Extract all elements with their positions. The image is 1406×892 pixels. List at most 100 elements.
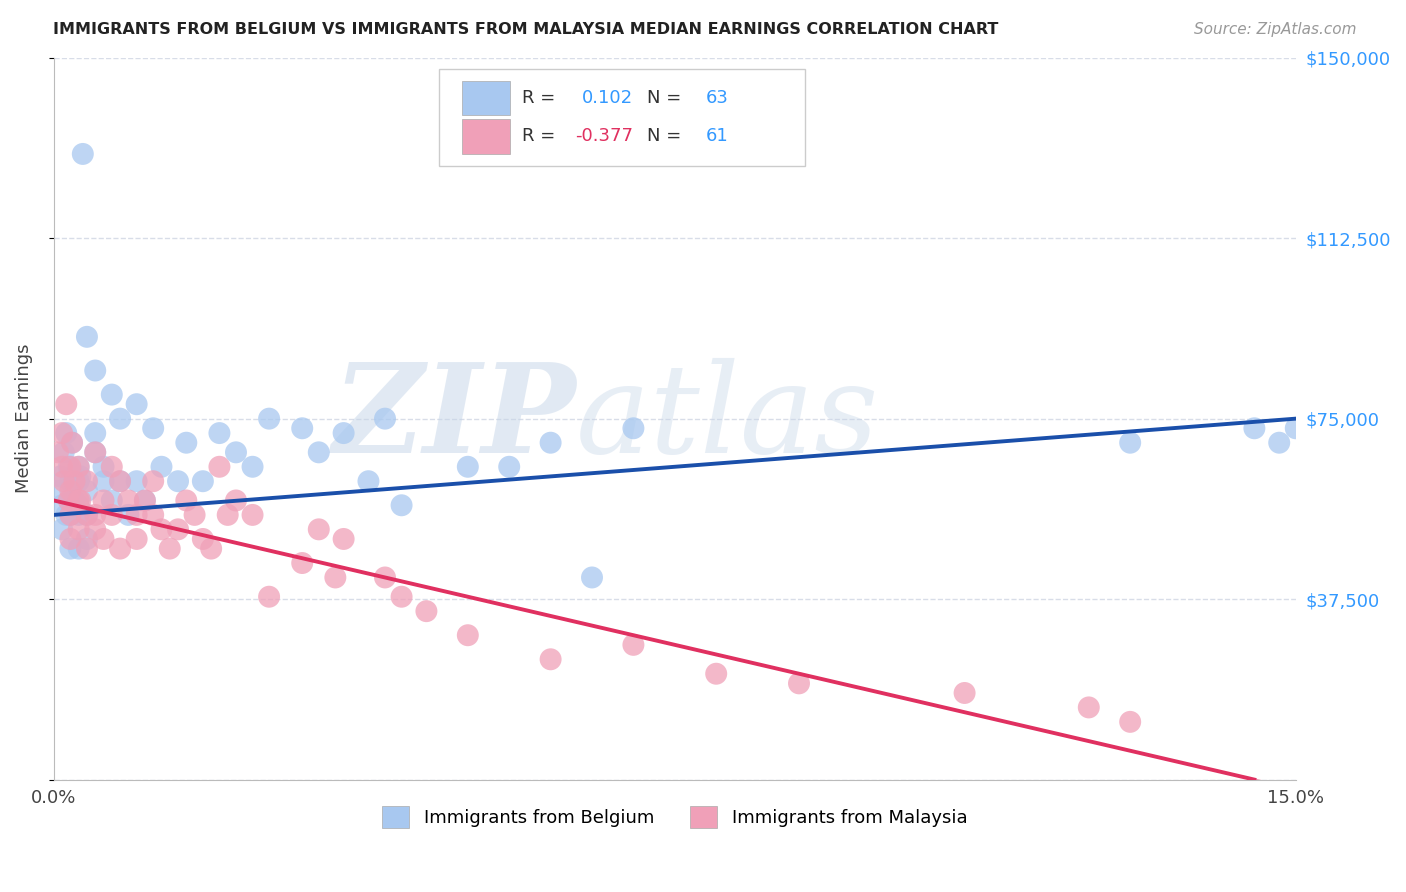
Point bbox=[51, 522, 73, 536]
Point bbox=[76, 330, 98, 344]
Point bbox=[457, 459, 479, 474]
Point bbox=[59, 483, 82, 498]
Point bbox=[84, 445, 107, 459]
Point bbox=[257, 590, 280, 604]
Point bbox=[67, 508, 90, 522]
Point bbox=[332, 532, 354, 546]
Point bbox=[59, 493, 82, 508]
Point bbox=[374, 570, 396, 584]
Point bbox=[84, 445, 107, 459]
FancyBboxPatch shape bbox=[439, 69, 806, 166]
Point bbox=[167, 522, 190, 536]
Point bbox=[51, 498, 73, 512]
Point bbox=[76, 508, 98, 522]
Point bbox=[59, 474, 82, 488]
Point bbox=[217, 508, 239, 522]
Point bbox=[67, 541, 90, 556]
Point bbox=[291, 556, 314, 570]
Point bbox=[101, 493, 124, 508]
Point bbox=[257, 411, 280, 425]
Text: 63: 63 bbox=[706, 89, 728, 107]
Point bbox=[84, 522, 107, 536]
Point bbox=[76, 474, 98, 488]
Point bbox=[108, 474, 131, 488]
Point bbox=[142, 508, 165, 522]
Point bbox=[60, 435, 83, 450]
Point bbox=[191, 532, 214, 546]
Point bbox=[357, 474, 380, 488]
Point bbox=[67, 498, 90, 512]
Text: 0.102: 0.102 bbox=[582, 89, 633, 107]
Point bbox=[63, 469, 86, 483]
Point bbox=[325, 570, 347, 584]
Point bbox=[76, 483, 98, 498]
Point bbox=[150, 522, 173, 536]
Point bbox=[308, 445, 330, 459]
Point bbox=[125, 532, 148, 546]
Legend: Immigrants from Belgium, Immigrants from Malaysia: Immigrants from Belgium, Immigrants from… bbox=[375, 799, 974, 836]
Point bbox=[84, 363, 107, 377]
Point bbox=[69, 469, 91, 483]
FancyBboxPatch shape bbox=[463, 119, 509, 153]
Point bbox=[93, 474, 115, 488]
Point bbox=[101, 387, 124, 401]
Point bbox=[183, 508, 205, 522]
Point bbox=[159, 541, 181, 556]
Point bbox=[308, 522, 330, 536]
Point bbox=[125, 474, 148, 488]
Point bbox=[953, 686, 976, 700]
Point bbox=[176, 435, 198, 450]
Point bbox=[225, 445, 247, 459]
Point bbox=[67, 459, 90, 474]
Point bbox=[176, 493, 198, 508]
Point bbox=[51, 459, 73, 474]
Point bbox=[1119, 714, 1142, 729]
Point bbox=[332, 426, 354, 441]
Point bbox=[108, 411, 131, 425]
Point bbox=[67, 474, 90, 488]
Point bbox=[391, 498, 413, 512]
Point bbox=[55, 508, 77, 522]
Point bbox=[93, 459, 115, 474]
Point bbox=[93, 532, 115, 546]
Point bbox=[76, 532, 98, 546]
Point bbox=[84, 508, 107, 522]
Point bbox=[134, 493, 156, 508]
Point bbox=[76, 508, 98, 522]
Text: atlas: atlas bbox=[575, 358, 879, 479]
Text: 61: 61 bbox=[706, 128, 728, 145]
FancyBboxPatch shape bbox=[463, 81, 509, 115]
Point bbox=[191, 474, 214, 488]
Point bbox=[498, 459, 520, 474]
Point bbox=[167, 474, 190, 488]
Point bbox=[108, 474, 131, 488]
Point bbox=[117, 493, 139, 508]
Point bbox=[63, 474, 86, 488]
Point bbox=[93, 493, 115, 508]
Point bbox=[391, 590, 413, 604]
Point bbox=[1243, 421, 1265, 435]
Point bbox=[52, 474, 75, 488]
Point bbox=[540, 435, 562, 450]
Point bbox=[142, 421, 165, 435]
Point bbox=[242, 508, 264, 522]
Point bbox=[58, 493, 80, 508]
Text: -0.377: -0.377 bbox=[575, 128, 634, 145]
Point bbox=[46, 445, 69, 459]
Point bbox=[208, 426, 231, 441]
Point bbox=[225, 493, 247, 508]
Point bbox=[67, 459, 90, 474]
Point bbox=[200, 541, 222, 556]
Point bbox=[59, 459, 82, 474]
Point bbox=[67, 493, 90, 508]
Point bbox=[242, 459, 264, 474]
Point bbox=[623, 638, 645, 652]
Point bbox=[52, 445, 75, 459]
Point bbox=[1268, 435, 1291, 450]
Point bbox=[49, 469, 72, 483]
Point bbox=[51, 426, 73, 441]
Point bbox=[1077, 700, 1099, 714]
Point bbox=[704, 666, 727, 681]
Text: IMMIGRANTS FROM BELGIUM VS IMMIGRANTS FROM MALAYSIA MEDIAN EARNINGS CORRELATION : IMMIGRANTS FROM BELGIUM VS IMMIGRANTS FR… bbox=[53, 22, 998, 37]
Point bbox=[787, 676, 810, 690]
